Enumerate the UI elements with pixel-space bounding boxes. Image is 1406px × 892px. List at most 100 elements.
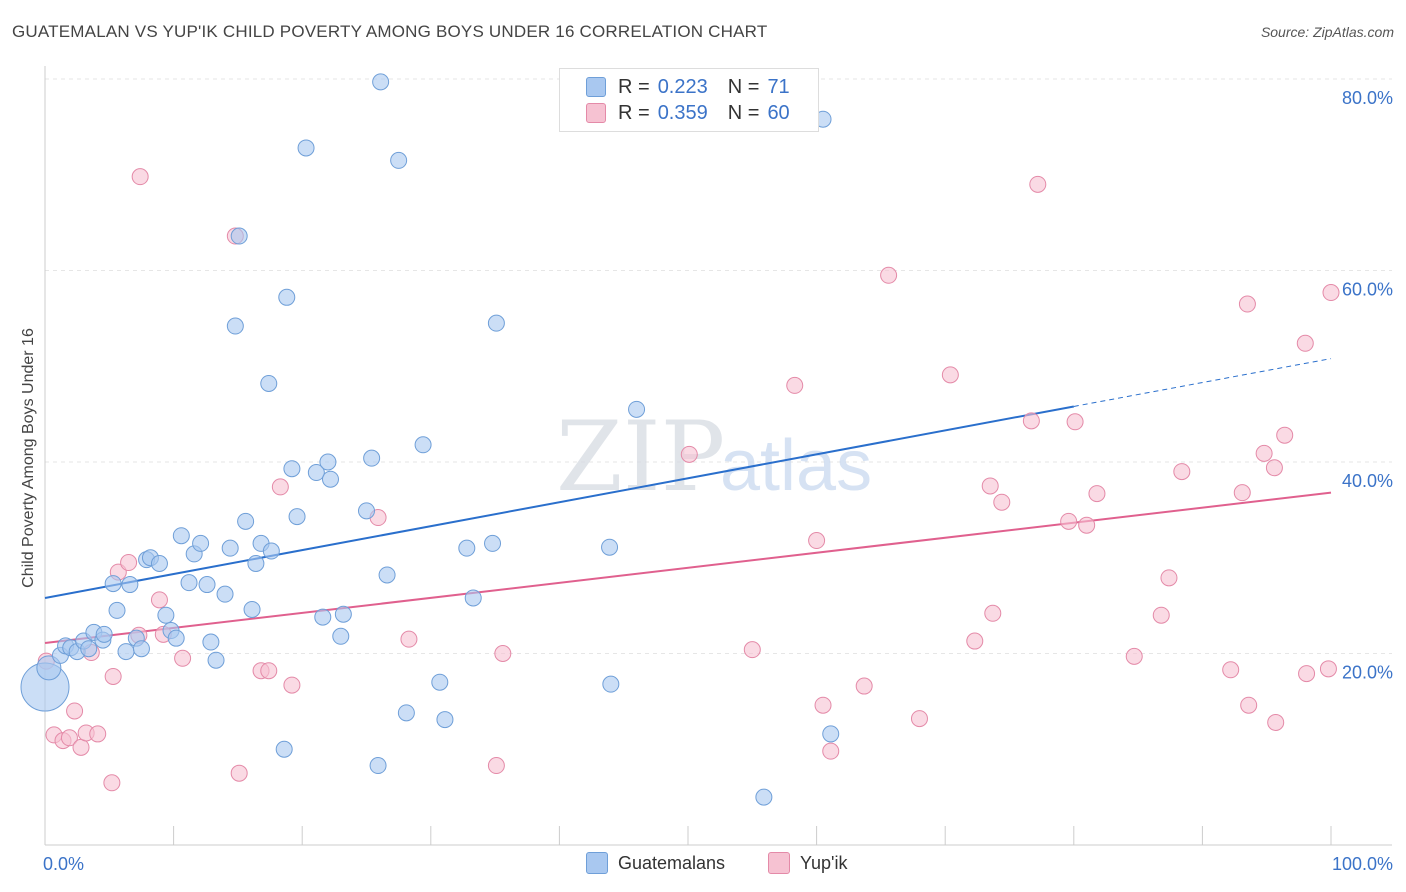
y-tick-label: 20.0% — [1342, 663, 1393, 683]
data-point-yupik — [993, 493, 1011, 511]
data-point-yupik — [941, 366, 959, 384]
data-point-guatemalans — [192, 534, 210, 552]
data-point-yupik — [1233, 484, 1251, 502]
data-point-yupik — [1222, 661, 1240, 679]
data-point-guatemalans — [431, 673, 449, 691]
series-yupik-points — [37, 168, 1340, 792]
data-point-guatemalans — [104, 575, 122, 593]
data-point-yupik — [786, 376, 804, 394]
legend-r-value: 0.223 — [657, 75, 708, 98]
data-point-guatemalans — [80, 640, 98, 658]
chart-source: Source: ZipAtlas.com — [1260, 24, 1394, 40]
data-point-guatemalans — [243, 600, 261, 618]
data-point-guatemalans — [95, 625, 113, 643]
data-point-guatemalans — [319, 453, 337, 471]
data-point-yupik — [131, 168, 149, 186]
data-point-guatemalans — [221, 539, 239, 557]
legend-n-value: 60 — [767, 101, 790, 124]
bottom-legend-label-guatemalans: Guatemalans — [618, 852, 726, 873]
data-point-yupik — [494, 645, 512, 662]
axes — [44, 66, 1392, 846]
data-point-yupik — [1255, 444, 1273, 462]
x-tick-label-max: 100.0% — [1332, 854, 1393, 874]
data-point-guatemalans — [283, 460, 301, 478]
data-point-yupik — [1276, 426, 1294, 444]
data-point-yupik — [1319, 660, 1337, 678]
data-point-yupik — [981, 477, 999, 495]
data-point-yupik — [814, 696, 832, 714]
data-point-yupik — [966, 632, 984, 650]
watermark: ZIP atlas — [556, 401, 872, 513]
trend-lines — [44, 358, 1332, 644]
legend-n-label: N = — [727, 101, 760, 124]
data-point-yupik — [1152, 606, 1170, 624]
data-point-guatemalans — [755, 788, 773, 806]
data-point-yupik — [174, 649, 192, 667]
data-point-guatemalans — [167, 629, 185, 647]
data-point-yupik — [1125, 647, 1143, 665]
data-point-yupik — [103, 774, 121, 792]
data-point-guatemalans — [332, 627, 350, 645]
data-point-guatemalans — [297, 139, 315, 157]
data-point-yupik — [822, 742, 840, 760]
data-point-guatemalans — [602, 675, 620, 693]
data-point-guatemalans — [216, 585, 234, 603]
data-point-yupik — [1022, 412, 1040, 430]
bottom-legend-label-yupik: Yup'ik — [800, 852, 848, 873]
trend-line-guatemalans-extension — [1073, 358, 1332, 407]
data-point-yupik — [680, 445, 698, 463]
data-point-yupik — [260, 662, 278, 680]
data-point-yupik — [808, 532, 826, 550]
data-point-yupik — [1173, 463, 1191, 481]
y-tick-label: 60.0% — [1342, 280, 1393, 300]
data-point-guatemalans — [464, 589, 482, 607]
data-point-guatemalans — [321, 470, 339, 488]
data-point-guatemalans — [436, 711, 454, 729]
legend-r-label: R = — [618, 75, 650, 98]
legend-r-value: 0.359 — [657, 101, 708, 124]
legend-r-label: R = — [618, 101, 650, 124]
data-point-yupik — [910, 710, 928, 728]
data-point-yupik — [1066, 413, 1084, 431]
legend-row-yupik: R = 0.359 N = 60 — [586, 101, 790, 125]
data-point-yupik — [1296, 334, 1314, 352]
data-point-guatemalans — [307, 464, 325, 482]
data-point-guatemalans — [172, 527, 190, 545]
data-point-guatemalans — [458, 539, 476, 557]
data-point-yupik — [1029, 175, 1047, 193]
data-point-guatemalans — [314, 608, 332, 626]
data-point-guatemalans — [397, 704, 415, 722]
data-point-guatemalans — [150, 554, 168, 572]
trend-line-yupik — [44, 491, 1332, 644]
data-point-yupik — [1265, 459, 1283, 477]
data-point-yupik — [880, 266, 898, 284]
data-point-guatemalans — [226, 317, 244, 335]
bottom-legend-guatemalans: Guatemalans — [586, 852, 725, 874]
data-point-guatemalans — [363, 449, 381, 467]
data-point-guatemalans — [207, 651, 225, 669]
data-point-yupik — [400, 630, 418, 648]
data-point-guatemalans — [358, 502, 375, 520]
tick-labels: 20.0% 40.0% 60.0% 80.0% 0.0% 100.0% — [43, 88, 1393, 874]
data-point-guatemalans — [487, 314, 505, 332]
data-point-guatemalans — [180, 574, 198, 592]
data-point-yupik — [150, 591, 168, 609]
data-point-guatemalans — [108, 601, 126, 619]
data-point-yupik — [89, 725, 107, 743]
data-point-yupik — [743, 641, 761, 659]
legend-swatch-blue — [586, 77, 606, 97]
data-point-yupik — [1240, 696, 1258, 714]
data-point-yupik — [1238, 295, 1256, 313]
data-point-guatemalans — [117, 643, 135, 661]
legend-n-label: N = — [727, 75, 760, 98]
x-tick-label-min: 0.0% — [43, 854, 84, 874]
data-point-yupik — [104, 667, 122, 685]
data-point-guatemalans — [202, 633, 220, 651]
legend-n-value: 71 — [767, 75, 790, 98]
watermark-zip: ZIP — [556, 401, 725, 513]
data-point-guatemalans — [372, 73, 390, 91]
data-point-guatemalans — [288, 508, 306, 526]
data-point-yupik — [487, 757, 505, 775]
data-point-guatemalans — [157, 606, 175, 624]
data-point-yupik — [271, 478, 289, 496]
